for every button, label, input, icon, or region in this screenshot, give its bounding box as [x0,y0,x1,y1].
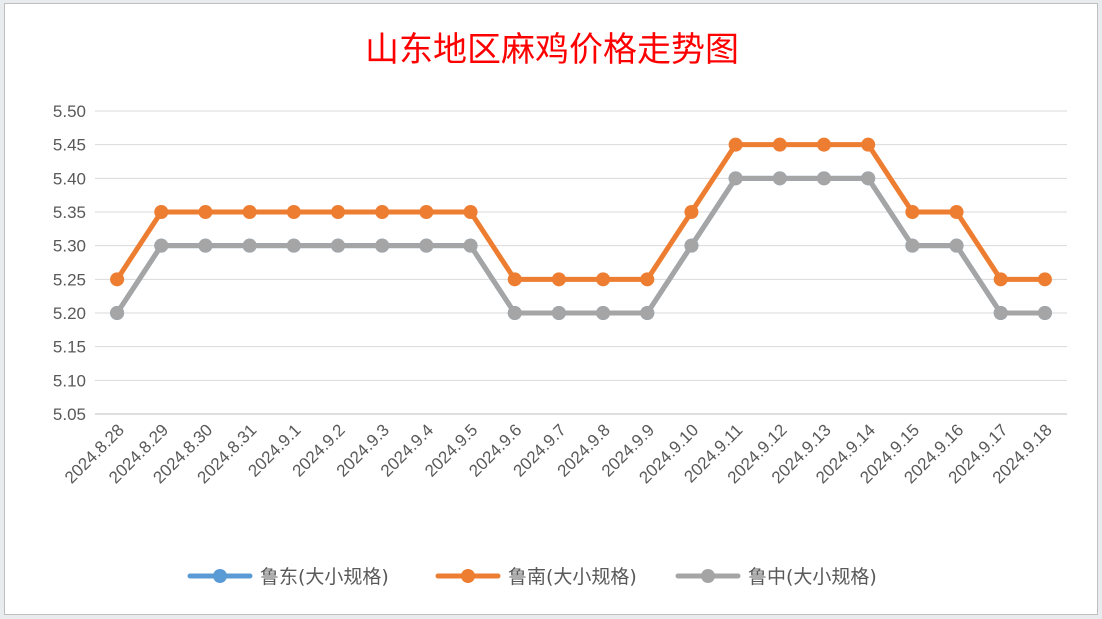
data-point [861,137,876,152]
y-tick-label: 5.40 [53,169,86,188]
data-point [154,238,169,253]
data-point [375,205,390,219]
x-axis-ticks: 2024.8.282024.8.292024.8.302024.8.312024… [61,420,1056,487]
data-point [993,272,1008,287]
legend-marker [213,569,227,583]
data-point [905,205,920,219]
legend-marker [461,569,475,583]
data-point [684,238,699,253]
data-point [551,306,566,320]
y-tick-label: 5.10 [53,371,86,390]
data-point [596,306,611,320]
data-point [949,205,964,219]
data-point [596,272,611,287]
data-point [507,306,522,320]
legend-label: 鲁东(大小规格) [260,566,389,588]
data-point [817,137,831,152]
data-point [375,238,390,253]
data-point [198,238,213,253]
data-point [286,205,301,219]
data-point [993,306,1008,320]
legend-item-1[interactable]: 鲁东(大小规格) [187,566,389,588]
y-tick-label: 5.35 [53,203,86,222]
legend-label: 鲁南(大小规格) [508,566,637,588]
series-line [114,175,1048,316]
legend-label: 鲁中(大小规格) [748,566,877,588]
data-point [861,171,876,186]
data-point [728,171,743,186]
grid [95,110,1067,415]
data-point [949,238,964,253]
data-point [419,205,434,219]
y-tick-label: 5.45 [53,136,86,155]
data-point [772,171,787,186]
data-point [684,205,699,219]
data-point [728,137,743,152]
series-2 [110,137,1052,287]
y-tick-label: 5.15 [53,338,86,357]
data-point [198,205,213,219]
series-layer [110,137,1052,320]
legend-marker [701,569,715,583]
y-tick-label: 5.25 [53,270,86,289]
data-point [242,205,257,219]
series-line [114,142,1048,282]
data-point [905,238,920,253]
data-point [1037,306,1052,320]
legend-item-2[interactable]: 鲁南(大小规格) [435,566,637,588]
data-point [110,272,125,287]
data-point [419,238,434,253]
data-point [772,137,787,152]
data-point [286,238,301,253]
chart: 山东地区麻鸡价格走势图 5.05 5.10 5.15 5.20 5.25 5.30 5.35… [53,30,1067,588]
data-point [463,238,478,253]
data-point [154,205,169,219]
data-point [242,238,257,253]
data-point [640,272,655,287]
chart-frame: 山东地区麻鸡价格走势图 5.05 5.10 5.15 5.20 5.25 5.30 5.35… [4,3,1098,615]
y-tick-label: 5.50 [53,102,86,121]
legend[interactable]: 鲁东(大小规格) 鲁南(大小规格) 鲁中(大小规格) [187,566,877,588]
data-point [1037,272,1052,287]
data-point [640,306,655,320]
chart-title: 山东地区麻鸡价格走势图 [365,30,739,70]
data-point [817,171,831,186]
y-tick-label: 5.20 [53,304,86,323]
data-point [463,205,478,219]
data-point [551,272,566,287]
data-point [110,306,125,320]
data-point [331,238,345,253]
data-point [507,272,522,287]
series-3 [110,171,1052,320]
y-tick-label: 5.05 [53,405,86,424]
legend-item-3[interactable]: 鲁中(大小规格) [675,566,877,588]
y-axis-ticks: 5.05 5.10 5.15 5.20 5.25 5.30 5.35 5.40 5.45 5.50 [53,102,86,424]
data-point [331,205,345,219]
y-tick-label: 5.30 [53,237,86,256]
